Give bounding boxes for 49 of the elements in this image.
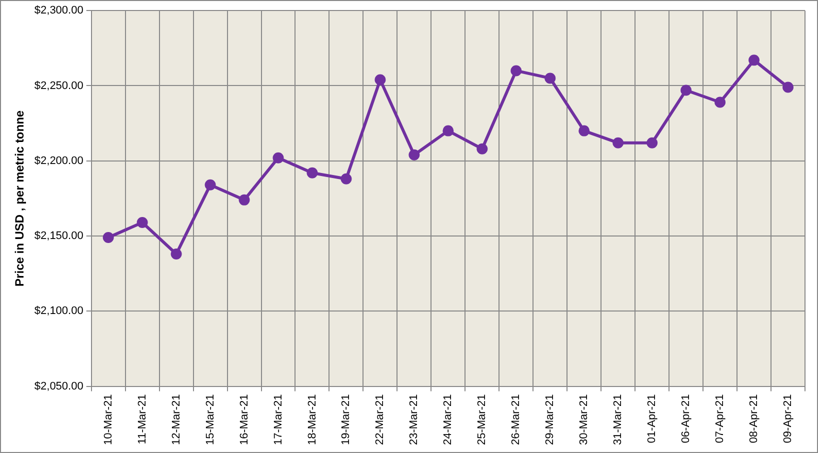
point	[612, 137, 624, 148]
y-tick-label: $2,100.00	[34, 305, 84, 318]
x-tick-label: 15-Mar-21	[204, 394, 216, 446]
x-tick-label: 16-Mar-21	[238, 394, 250, 446]
point	[680, 84, 692, 96]
point	[510, 65, 522, 76]
x-tick-label: 26-Mar-21	[510, 394, 522, 446]
x-tick-label: 07-Apr-21	[714, 394, 726, 444]
x-tick-label: 08-Apr-21	[748, 394, 760, 444]
point	[544, 72, 556, 84]
point	[782, 82, 794, 93]
x-tick-label: 19-Mar-21	[340, 394, 352, 446]
point	[748, 54, 760, 66]
x-tick-label: 18-Mar-21	[306, 394, 318, 446]
x-tick-label: 31-Mar-21	[612, 394, 624, 446]
point	[340, 173, 352, 184]
y-tick-label: $2,200.00	[34, 154, 84, 167]
point	[476, 143, 488, 154]
x-tick-label: 23-Mar-21	[408, 394, 420, 446]
point	[374, 74, 386, 86]
point	[408, 149, 420, 160]
point	[204, 179, 216, 190]
point	[136, 216, 148, 228]
x-tick-label: 25-Mar-21	[476, 394, 488, 446]
point	[714, 96, 726, 108]
y-tick-label: $2,050.00	[34, 380, 84, 392]
x-tick-label: 12-Mar-21	[170, 394, 182, 446]
point	[170, 248, 182, 260]
y-tick-label: $2,250.00	[34, 80, 84, 92]
x-tick-label: 01-Apr-21	[646, 394, 658, 444]
x-tick-label: 06-Apr-21	[680, 394, 692, 444]
y-tick-label: $2,150.00	[34, 230, 84, 242]
x-tick-label: 22-Mar-21	[374, 394, 386, 446]
x-tick-label: 24-Mar-21	[442, 394, 454, 446]
x-tick-label: 10-Mar-21	[102, 394, 114, 446]
point	[578, 125, 590, 136]
point	[646, 137, 658, 148]
x-tick-label: 11-Mar-21	[136, 394, 148, 444]
x-tick-label: 29-Mar-21	[544, 394, 556, 446]
y-axis-title: Price in USD , per metric tonne	[12, 110, 27, 286]
y-tick-label: $2,300.00	[34, 4, 84, 17]
point	[102, 232, 114, 243]
x-tick-label: 30-Mar-21	[578, 394, 590, 446]
point	[442, 125, 454, 136]
x-tick-label: 09-Apr-21	[782, 394, 794, 444]
x-tick-label: 17-Mar-21	[272, 394, 284, 446]
point	[238, 194, 250, 206]
point	[272, 152, 284, 164]
point	[306, 167, 318, 178]
